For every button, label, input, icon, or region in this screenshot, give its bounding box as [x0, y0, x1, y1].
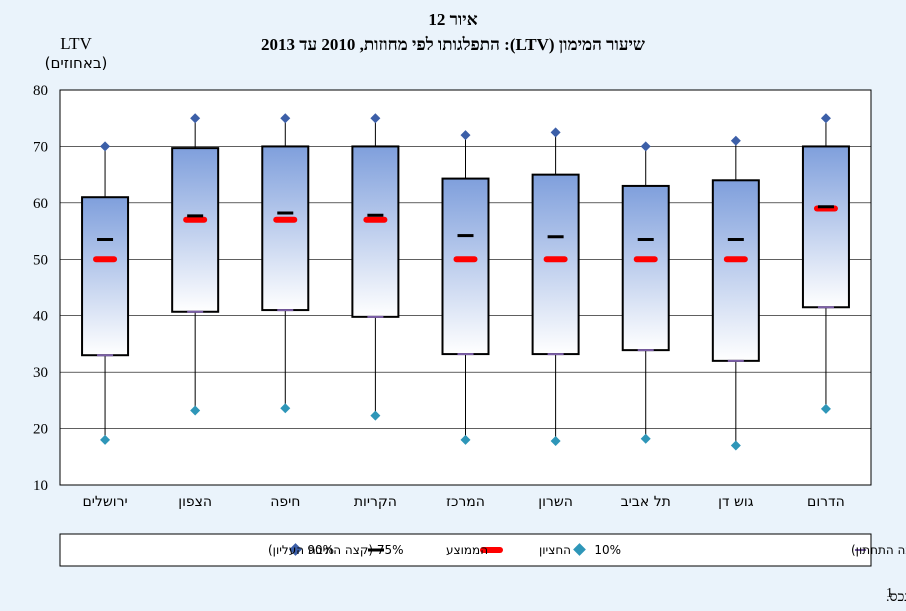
y-axis-ticks: 10 20 30 40 50 60 70 80 [33, 83, 48, 494]
p90-marker [280, 113, 291, 124]
legend-item-p10: 10% [573, 543, 621, 557]
category-label: הקריות [354, 494, 397, 510]
category-label: השרון [538, 494, 573, 510]
p90-marker [730, 135, 741, 146]
box-5 [531, 127, 580, 446]
box-8 [801, 113, 850, 414]
iqr-box [711, 179, 760, 362]
box-3 [351, 113, 400, 421]
p90-marker [190, 113, 201, 124]
p10-marker [730, 440, 741, 451]
y-tick-label: 20 [33, 422, 48, 438]
legend-box [59, 533, 872, 567]
chart-title-text: שיעור המימון (LTV): התפלגותו לפי מחוזות,… [261, 35, 645, 54]
p10-marker [280, 403, 291, 414]
legend-item-mean: הממוצע [368, 543, 488, 557]
footnote-superscript: 1 [886, 586, 893, 601]
box-7 [711, 135, 760, 451]
iqr-box [171, 147, 220, 313]
y-tick-label: 10 [33, 478, 48, 494]
p10-marker [100, 434, 111, 445]
category-label: חיפה [270, 494, 300, 510]
legend-label-mean: הממוצע [446, 543, 488, 557]
p10-marker [550, 435, 561, 446]
category-label: תל אביב [621, 494, 671, 510]
y-tick-label: 80 [33, 83, 48, 99]
iqr-box [531, 173, 580, 356]
category-label: גוש דן [718, 494, 754, 510]
y-tick-label: 60 [33, 196, 48, 212]
box-plots [81, 113, 850, 451]
p90-marker [640, 141, 651, 152]
y-unit-top: LTV [60, 34, 92, 53]
legend-label-p10: 10% [594, 543, 621, 557]
box-2 [261, 113, 310, 414]
y-tick-label: 50 [33, 252, 48, 268]
box-0 [81, 141, 130, 445]
p90-marker [820, 113, 831, 124]
p10-marker [640, 433, 651, 444]
p10-marker [370, 410, 381, 421]
iqr-box [621, 184, 670, 352]
category-label: המרכז [446, 494, 485, 510]
legend-item-p75: 75% (קצה התיבה העליון) [268, 543, 404, 557]
category-label: הדרום [807, 494, 845, 510]
p90-marker [100, 141, 111, 152]
chart-title: שיעור המימון (LTV): התפלגותו לפי מחוזות,… [261, 35, 645, 54]
category-label: הצפון [178, 494, 212, 510]
y-tick-label: 40 [33, 309, 48, 325]
iqr-box [351, 145, 400, 318]
legend-label-p25: 25% (קצה התיבה התחתון) [851, 543, 906, 557]
box-1 [171, 113, 220, 416]
iqr-box [801, 145, 850, 309]
legend-label-p90: 90% [307, 543, 334, 557]
box-6 [621, 141, 670, 444]
legend-label-p75: 75% (קצה התיבה העליון) [268, 543, 404, 557]
legend-item-p25: 25% (קצה התיבה התחתון) [851, 543, 906, 557]
box-4 [441, 130, 490, 445]
p90-marker [550, 127, 561, 138]
iqr-box [261, 145, 310, 312]
footnote: LTV (Loan to Value) -היחס בין מסגרת ההלו… [886, 589, 906, 605]
p10-marker [820, 403, 831, 414]
legend-label-median: החציון [539, 543, 571, 557]
y-tick-label: 30 [33, 365, 48, 381]
p10-marker [460, 434, 471, 445]
p90-marker [460, 130, 471, 141]
iqr-box [81, 196, 130, 357]
x-axis-categories: ירושלים הצפון חיפה הקריות המרכז השרון תל אביב ג… [82, 494, 844, 510]
y-tick-label: 70 [33, 139, 48, 155]
category-label: ירושלים [82, 494, 127, 510]
p10-marker [190, 405, 201, 416]
y-unit-bottom: (באחוזים) [45, 54, 108, 72]
legend-item-median: החציון [480, 543, 571, 557]
figure-label: איור 12 [428, 10, 477, 29]
iqr-box [441, 177, 490, 356]
p90-marker [370, 113, 381, 124]
